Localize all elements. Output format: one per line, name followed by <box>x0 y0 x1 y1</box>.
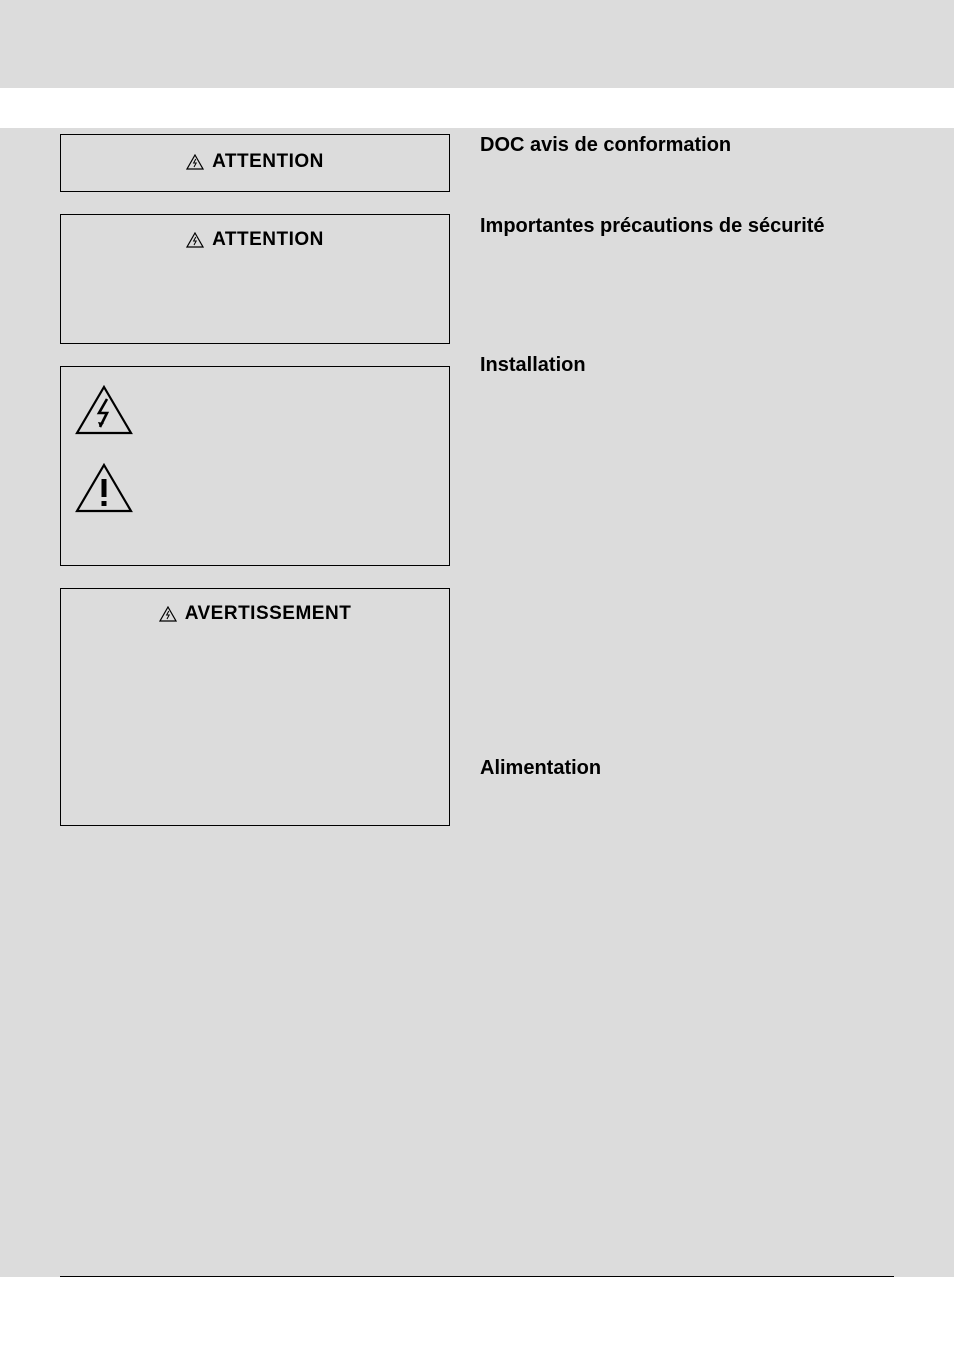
icon-row-bolt <box>75 385 435 435</box>
icon-row-exclaim <box>75 463 435 513</box>
box-title-text: ATTENTION <box>212 229 324 251</box>
footer-rule <box>60 1276 894 1277</box>
box-title-text: AVERTISSEMENT <box>185 603 352 625</box>
right-column: DOC avis de conformation Importantes pré… <box>480 134 870 804</box>
section-installation: Installation <box>480 354 870 377</box>
box-attention-1: ATTENTION <box>60 134 450 192</box>
box-avertissement: AVERTISSEMENT <box>60 588 450 826</box>
warning-bolt-icon <box>186 154 204 170</box>
heading-alimentation: Alimentation <box>480 757 870 780</box>
warning-exclaim-icon <box>75 463 133 513</box>
warning-bolt-icon <box>186 232 204 248</box>
section-precautions: Importantes précautions de sécurité <box>480 215 870 238</box>
section-alimentation: Alimentation <box>480 757 870 780</box>
heading-precautions: Importantes précautions de sécurité <box>480 215 870 238</box>
box-title-row: ATTENTION <box>75 229 435 251</box>
section-doc-avis: DOC avis de conformation <box>480 134 870 157</box>
warning-bolt-icon <box>75 385 133 435</box>
box-title-row: AVERTISSEMENT <box>75 603 435 625</box>
box-title-text: ATTENTION <box>212 151 324 173</box>
left-column: ATTENTION ATTENTION <box>60 134 450 848</box>
heading-doc-avis: DOC avis de conformation <box>480 134 870 157</box>
header-white-strip <box>0 88 954 128</box>
box-warning-icons <box>60 366 450 566</box>
heading-installation: Installation <box>480 354 870 377</box>
box-attention-2: ATTENTION <box>60 214 450 344</box>
box-title-row: ATTENTION <box>75 151 435 173</box>
warning-bolt-icon <box>159 606 177 622</box>
